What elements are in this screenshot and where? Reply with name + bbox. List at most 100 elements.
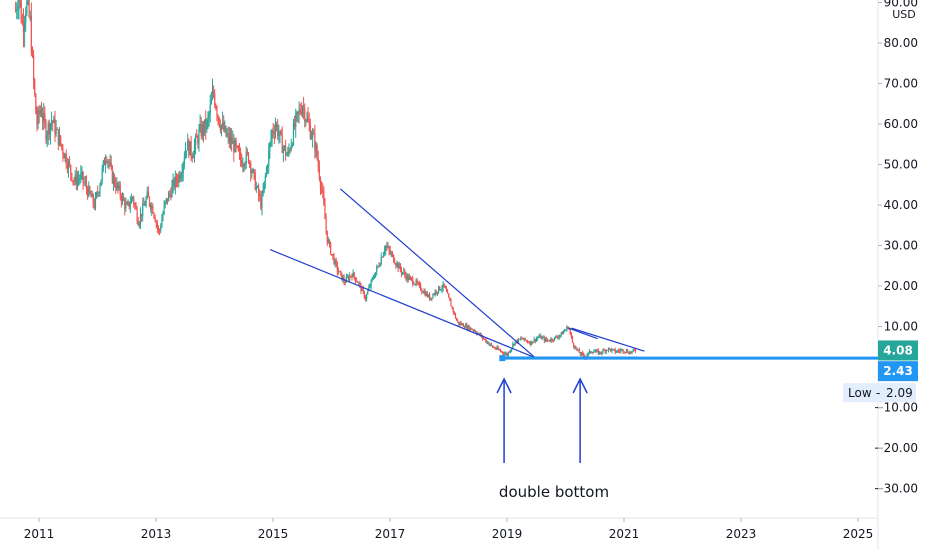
candle-body [58,135,61,145]
candle-body [385,246,387,251]
x-tick-label: 2025 [843,527,874,541]
candle-body [607,347,610,351]
candle-body [238,150,241,153]
candle-body [286,154,288,156]
trendline[interactable] [568,327,598,340]
candle-body [328,240,331,243]
candle-body [274,126,277,135]
candle-body [498,349,500,351]
candle-body [172,179,174,186]
candle-body [632,349,634,352]
candle-body [298,109,300,113]
candle-body [297,111,299,113]
y-tick-label: 60.00 [884,117,918,131]
candle-body [341,272,343,281]
candle-body [196,136,198,138]
candle-body [181,172,183,177]
candle-body [403,271,405,273]
candle-body [451,306,453,308]
candle-body [150,204,152,210]
candle-body [141,213,143,217]
candle-body [270,137,272,143]
candle-body [75,174,77,185]
candle-body [272,130,274,133]
candle-body [359,282,361,285]
candle-body [237,146,239,151]
candle-body [235,140,237,146]
candle-body [556,336,558,338]
trendline[interactable] [269,248,536,359]
candle-body [157,227,160,230]
support-line-handle[interactable] [499,355,506,362]
candle-body [389,250,391,254]
trendline[interactable] [571,327,645,352]
candle-body [255,186,257,190]
candle-body [15,10,17,12]
candle-body [177,180,179,183]
candle-body [364,297,367,300]
candle-body [162,213,164,220]
candle-body [399,264,401,270]
candle-body [384,250,386,254]
candle-body [287,151,289,155]
candle-body [575,347,577,349]
candle-body [313,133,315,135]
candle-body [588,351,590,353]
candle-body [336,263,338,272]
candle-body [351,275,353,278]
candle-body [279,130,281,135]
candle-body [245,151,247,164]
candle-body [478,333,480,335]
candle-body [21,21,23,23]
candle-body [135,205,137,210]
candle-body [334,260,336,264]
candle-body [631,351,633,353]
candle-body [408,277,410,280]
candle-body [60,135,62,144]
candle-body [492,345,494,348]
candle-body [46,134,48,140]
candle-body [507,352,509,356]
candle-body [118,185,120,189]
candle-body [471,329,473,331]
candle-body [438,286,440,292]
candle-body [277,124,279,136]
candle-body [55,128,57,135]
candle-body [145,198,147,206]
candle-body [168,193,170,202]
trendline[interactable] [339,188,536,359]
candle-body [331,254,333,255]
candle-body [134,203,136,206]
candle-body [112,176,115,183]
candle-body [130,197,133,204]
candle-body [40,110,43,116]
candle-body [124,200,126,209]
candle-body [283,145,286,148]
candle-body [594,351,596,353]
candle-body [28,0,30,17]
candle-body [299,109,301,113]
candle-body [269,142,271,151]
candle-body [90,192,92,198]
candle-body [261,195,263,209]
candle-body [280,130,282,135]
candle-body [553,337,556,341]
candle-body [30,15,32,53]
candle-body [100,179,102,186]
candle-body [574,346,576,349]
candle-body [258,186,260,196]
candle-body [171,185,173,198]
candle-body [249,162,251,164]
candle-body [74,174,76,182]
candle-body [187,140,189,151]
candle-body [613,349,615,351]
candle-body [565,329,567,331]
candle-body [165,198,167,202]
candle-body [350,275,352,277]
candle-body [211,90,214,100]
candle-body [34,79,36,95]
candle-body [378,266,380,267]
candle-body [544,338,547,341]
candle-body [423,291,425,293]
candle-body [323,191,325,205]
